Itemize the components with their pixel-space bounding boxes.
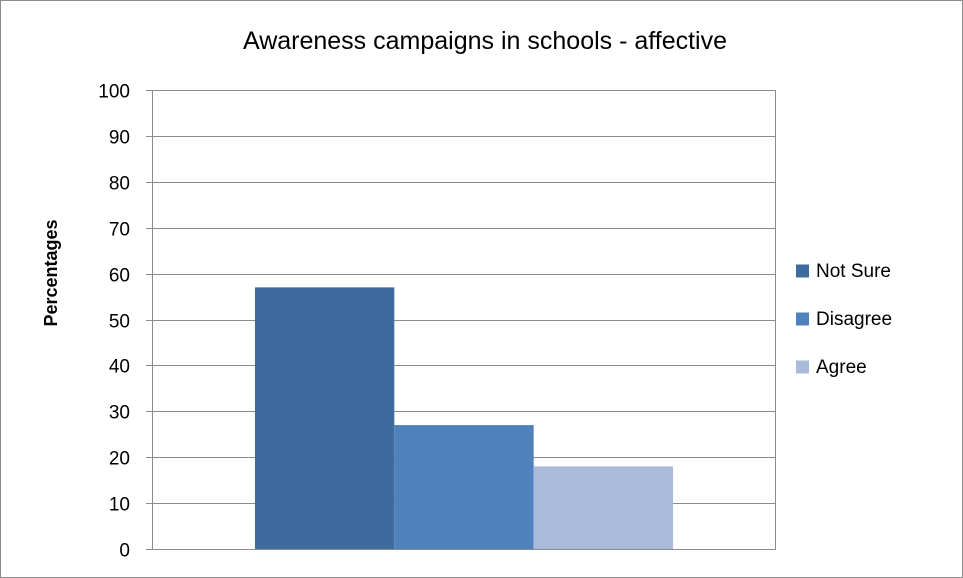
bar-not-sure bbox=[254, 287, 395, 549]
legend: Not Sure Disagree Agree bbox=[796, 261, 892, 378]
y-tick-label: 0 bbox=[119, 541, 130, 562]
legend-swatch bbox=[796, 360, 809, 374]
legend-swatch bbox=[796, 264, 809, 278]
y-axis-label: Percentages bbox=[41, 219, 61, 326]
legend-label: Disagree bbox=[816, 309, 892, 330]
y-tick-label: 60 bbox=[109, 266, 130, 287]
y-tick-label: 100 bbox=[98, 82, 130, 103]
legend-label: Agree bbox=[816, 357, 867, 378]
y-tick-label: 30 bbox=[109, 403, 130, 424]
bar-disagree bbox=[394, 425, 534, 549]
legend-swatch bbox=[796, 312, 809, 326]
chart-title: Awareness campaigns in schools - affecti… bbox=[243, 27, 727, 55]
y-tick-label: 50 bbox=[109, 312, 130, 333]
axes bbox=[152, 90, 776, 550]
y-tick-labels: 0 10 20 30 40 50 60 70 80 90 100 bbox=[98, 82, 130, 562]
y-tick-label: 20 bbox=[109, 449, 130, 470]
y-tick-label: 80 bbox=[109, 174, 130, 195]
legend-label: Not Sure bbox=[816, 261, 891, 282]
bars bbox=[254, 287, 674, 549]
bar-agree bbox=[533, 466, 674, 549]
y-tick-label: 40 bbox=[109, 357, 130, 378]
y-tick-label: 10 bbox=[109, 495, 130, 516]
y-tick-label: 90 bbox=[109, 128, 130, 149]
y-tick-label: 70 bbox=[109, 220, 130, 241]
